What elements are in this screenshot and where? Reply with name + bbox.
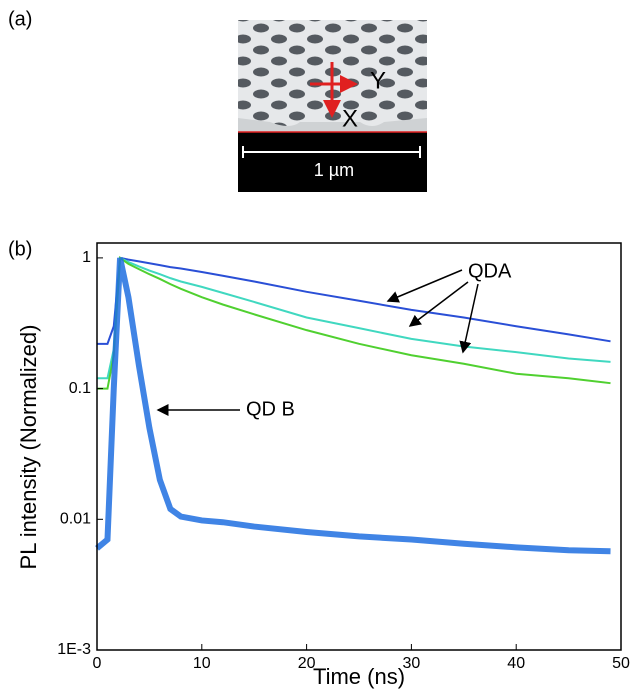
y-tick-label: 1 (82, 249, 91, 266)
x-tick-label: 10 (193, 655, 211, 672)
y-tick-label: 1E-3 (57, 641, 91, 658)
y-axis-title: PL intensity (Normalized) (16, 325, 41, 570)
panel-label: (b) (8, 238, 32, 260)
x-tick-label: 40 (507, 655, 525, 672)
plot-area (95, 256, 611, 555)
annotation: QDA (468, 260, 512, 282)
scale-bar-label: 1 µm (314, 160, 354, 180)
x-tick-label: 0 (93, 655, 102, 672)
data-line (97, 256, 611, 345)
data-line (97, 256, 611, 390)
sem-image (238, 20, 427, 192)
x-tick-label: 30 (403, 655, 421, 672)
y-tick-label: 0.1 (69, 380, 91, 397)
data-line (97, 256, 611, 380)
annotation: QD B (246, 398, 295, 420)
annotation-arrows (156, 269, 479, 416)
axis-marker: X (342, 105, 358, 132)
x-tick-label: 50 (612, 655, 630, 672)
x-axis-title: Time (ns) (313, 664, 405, 689)
x-tick-label: 20 (298, 655, 316, 672)
y-tick-label: 0.01 (60, 511, 91, 528)
axis-marker: Y (370, 67, 386, 94)
data-line (95, 257, 611, 555)
plot-frame (96, 242, 622, 651)
panel-label: (a) (8, 8, 32, 30)
